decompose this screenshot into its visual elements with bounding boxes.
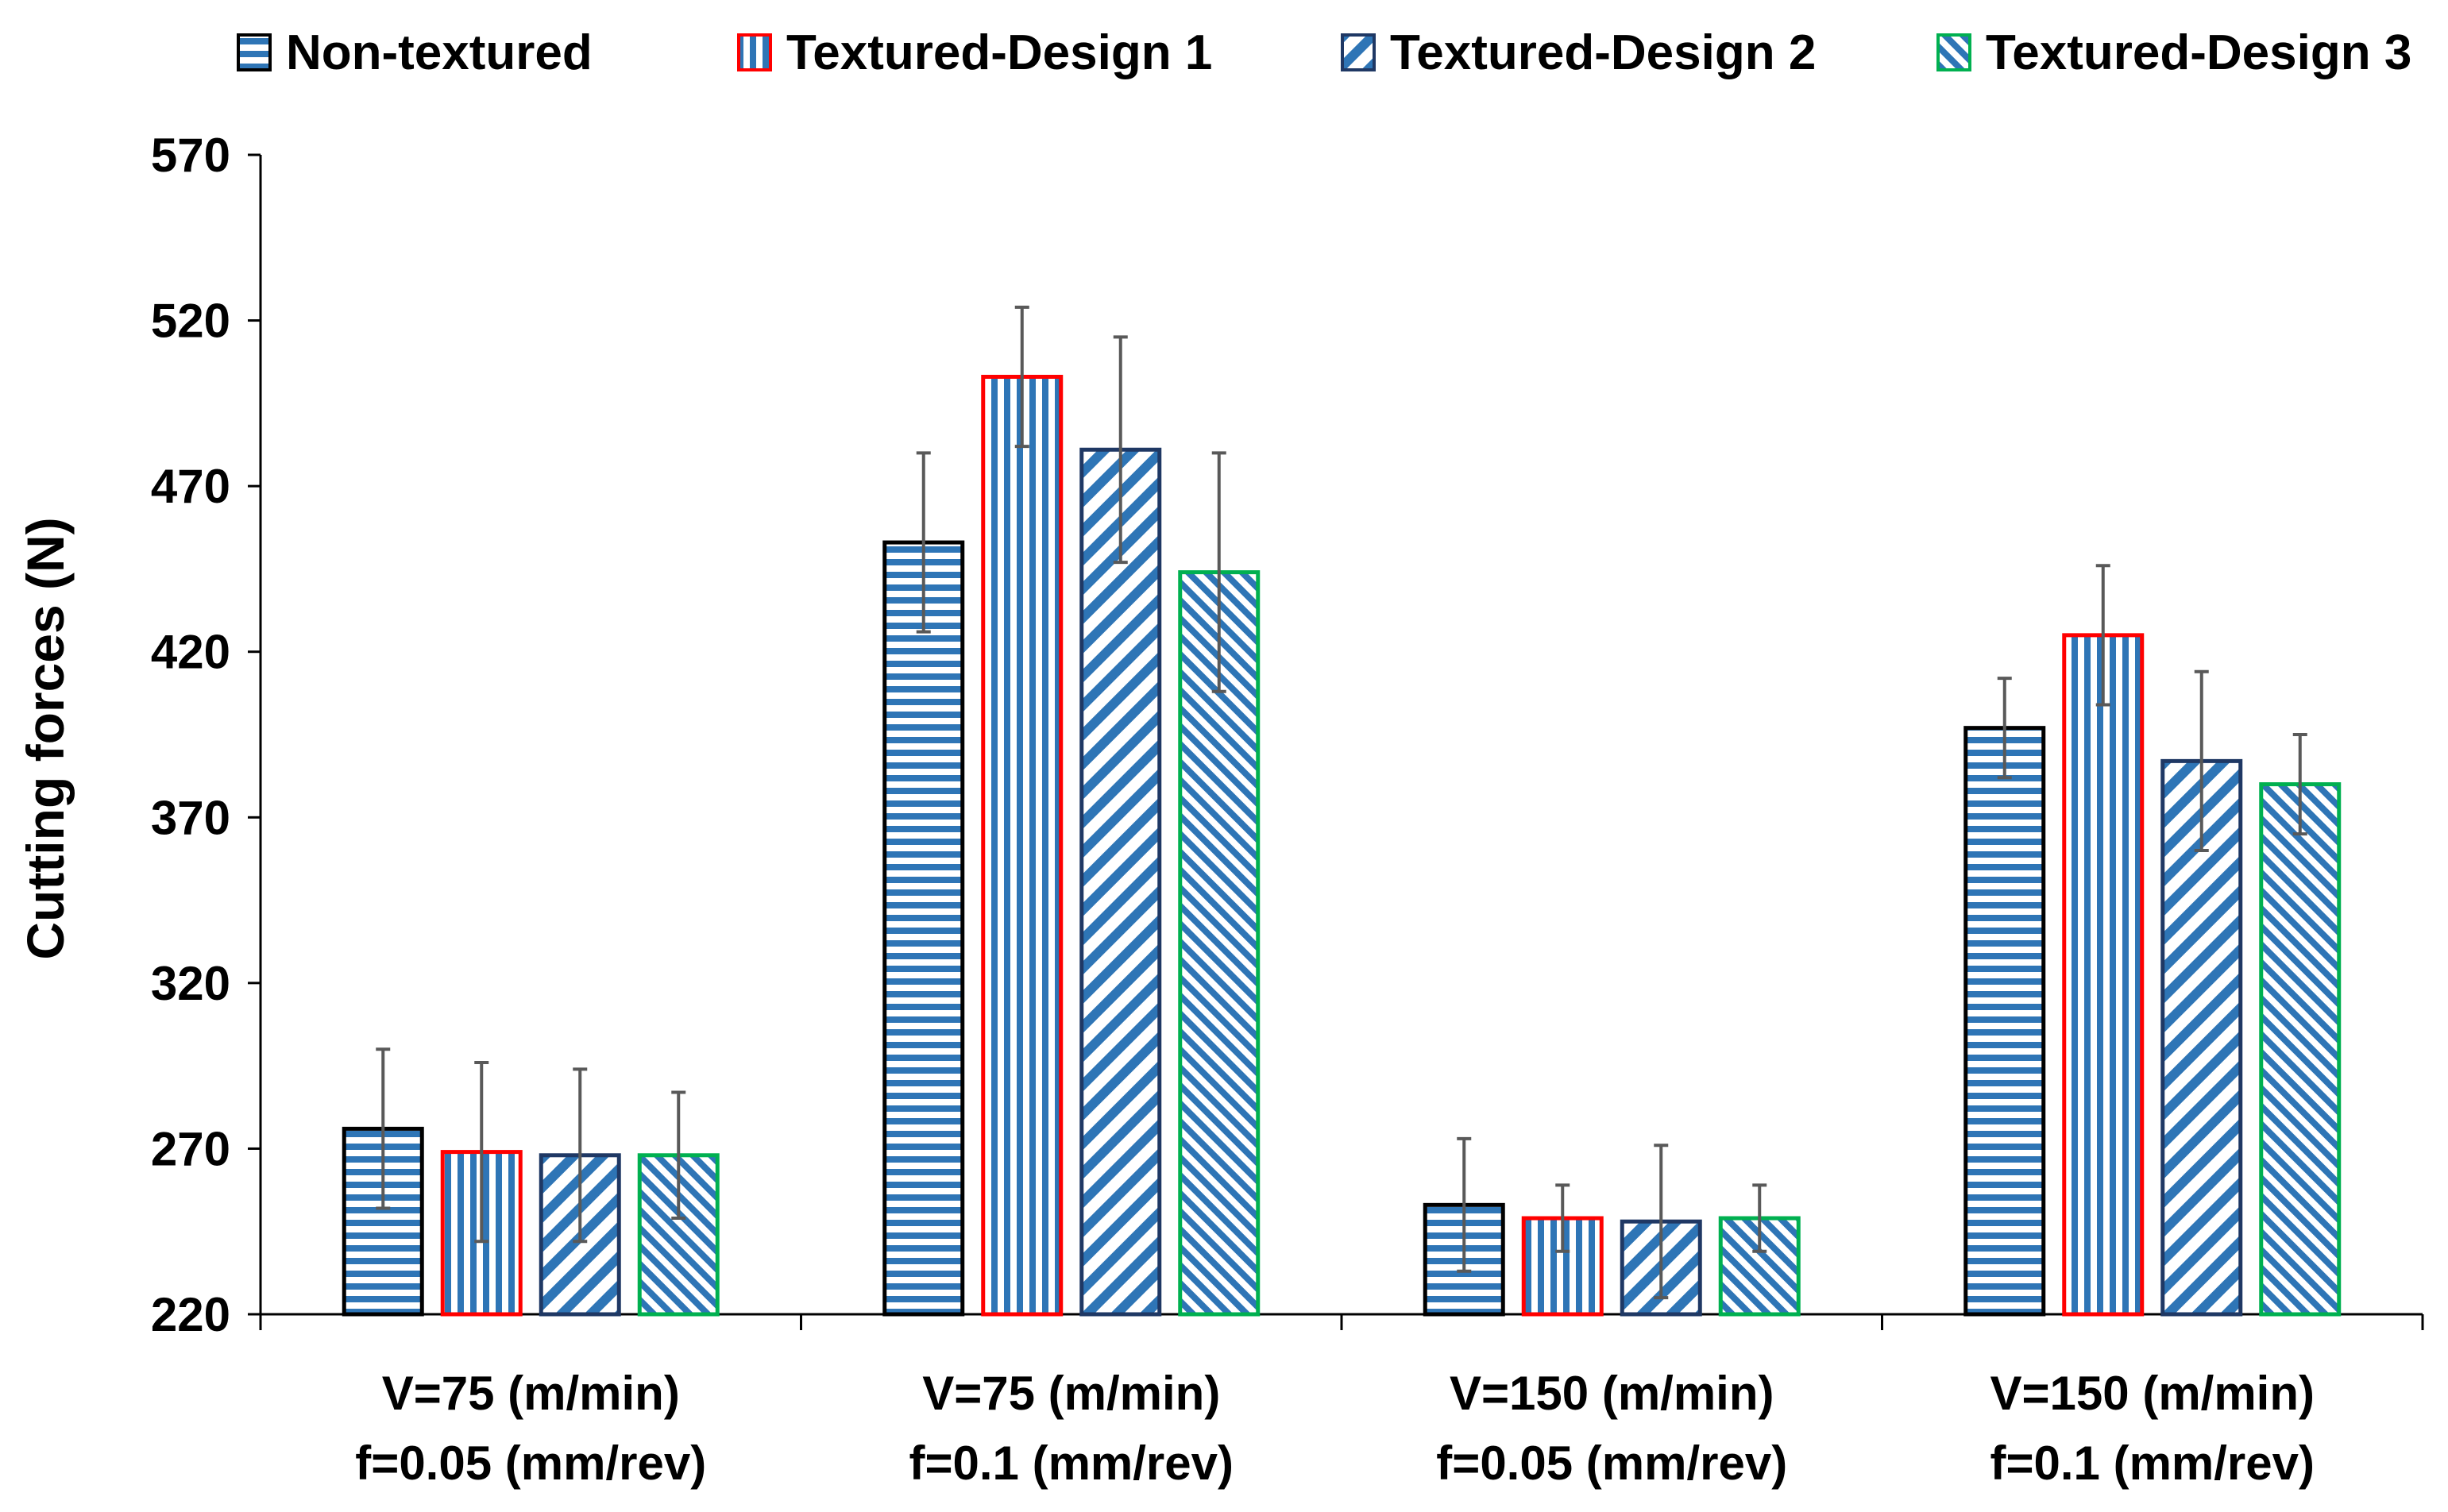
y-tick-label: 420 [151,626,230,679]
x-category-label: V=150 (m/min) [1990,1367,2315,1420]
legend: Non-textured Textured-Design 1 Textured-De… [237,25,2411,80]
x-category-label: V=150 (m/min) [1450,1367,1774,1420]
y-tick-label: 520 [151,295,230,348]
y-axis-title: Cutting forces (N) [16,517,75,959]
legend-label: Non-textured [286,25,593,80]
x-category-label: V=75 (m/min) [382,1367,680,1420]
bar [2062,633,2145,1317]
legend-label: Textured-Design 2 [1390,25,1816,80]
x-category-label: V=75 (m/min) [922,1367,1220,1420]
legend-swatch [237,33,272,71]
y-tick-label: 470 [151,460,230,513]
y-axis: 220 270 320 370 420 470 520 570 [151,129,262,1341]
legend-swatch [1936,33,1971,71]
bar [2259,782,2342,1317]
x-category-label: f=0.1 (mm/rev) [1990,1437,2315,1490]
x-axis: V=75 (m/min) f=0.05 (mm/rev) V=75 (m/min) f… [259,1313,2424,1490]
x-category-label: f=0.05 (mm/rev) [355,1437,706,1490]
x-category-label: f=0.05 (mm/rev) [1436,1437,1787,1490]
bar [981,374,1064,1317]
legend-label: Textured-Design 1 [786,25,1212,80]
legend-swatch [737,33,772,71]
bar [1718,1216,1801,1317]
error-bars [376,305,2307,1300]
y-tick-label: 320 [151,957,230,1010]
y-tick-label: 220 [151,1288,230,1341]
x-category-label: f=0.1 (mm/rev) [909,1437,1234,1490]
bar [882,540,965,1317]
y-tick-label: 370 [151,791,230,844]
legend-swatch [1341,33,1376,71]
bar [1963,726,2046,1317]
legend-label: Textured-Design 3 [1986,25,2411,80]
bar [1079,447,1162,1317]
bars [342,374,2342,1317]
y-tick-label: 270 [151,1122,230,1175]
y-tick-label: 570 [151,129,230,182]
